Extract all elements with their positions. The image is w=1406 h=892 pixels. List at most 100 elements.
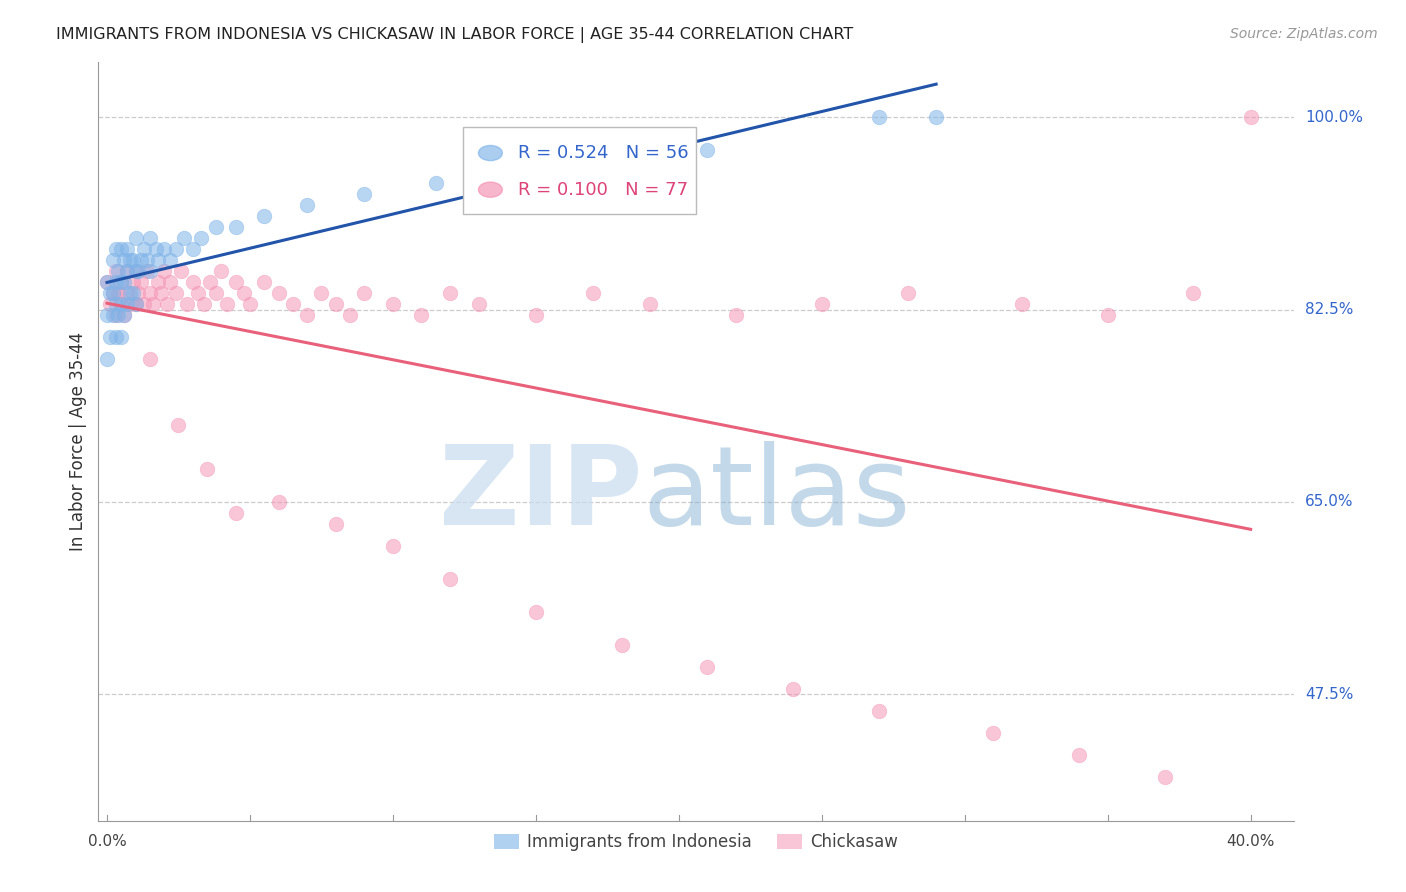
Point (496, 165, 519, 179)
Point (981, 725, 1004, 739)
Point (131, 275, 153, 289)
Point (281, 297, 304, 311)
Point (195, 462, 218, 476)
Point (425, 177, 447, 191)
Point (139, 231, 162, 245)
Point (1239, 111, 1261, 125)
Point (104, 308, 127, 322)
Point (124, 297, 146, 311)
Point (868, 704, 890, 718)
Point (439, 572, 461, 586)
Point (198, 275, 221, 289)
Point (193, 297, 215, 311)
Point (696, 144, 718, 158)
Point (411, 308, 433, 322)
Point (98, 297, 121, 311)
Point (115, 286, 138, 301)
Text: 100.0%: 100.0% (1305, 110, 1362, 125)
Point (101, 308, 124, 322)
Point (295, 308, 318, 322)
FancyBboxPatch shape (463, 127, 696, 214)
Point (134, 297, 156, 311)
Point (1067, 747, 1090, 762)
Point (148, 253, 170, 268)
Point (115, 264, 138, 278)
Point (353, 286, 375, 301)
Point (96, 308, 118, 322)
Text: Source: ZipAtlas.com: Source: ZipAtlas.com (1230, 27, 1378, 41)
Point (145, 242, 167, 256)
Point (782, 681, 804, 696)
Point (868, 111, 890, 125)
Point (153, 264, 176, 278)
Point (239, 297, 262, 311)
Point (127, 286, 149, 301)
Text: 0.0%: 0.0% (87, 834, 127, 849)
Point (107, 308, 129, 322)
Point (190, 231, 212, 245)
Point (96, 352, 118, 367)
Point (112, 253, 135, 268)
Point (724, 308, 747, 322)
Point (153, 242, 176, 256)
Point (225, 275, 247, 289)
Point (638, 297, 661, 311)
Point (295, 198, 318, 212)
Point (582, 154, 605, 169)
Point (110, 330, 132, 344)
Point (381, 539, 404, 553)
Point (233, 286, 256, 301)
Text: 40.0%: 40.0% (1226, 834, 1275, 849)
Point (112, 308, 135, 322)
Point (524, 308, 547, 322)
Point (104, 275, 127, 289)
Point (115, 297, 138, 311)
Point (176, 297, 198, 311)
Point (134, 242, 156, 256)
Point (118, 297, 141, 311)
Point (159, 275, 181, 289)
Point (139, 352, 162, 367)
Point (339, 308, 361, 322)
Point (896, 286, 918, 301)
Point (209, 264, 232, 278)
Point (217, 297, 239, 311)
Point (124, 297, 146, 311)
Point (110, 297, 132, 311)
Point (353, 187, 375, 202)
Text: 82.5%: 82.5% (1305, 302, 1354, 318)
Point (110, 275, 132, 289)
Point (124, 264, 146, 278)
Text: 65.0%: 65.0% (1305, 494, 1354, 509)
Point (810, 297, 832, 311)
Text: IMMIGRANTS FROM INDONESIA VS CHICKASAW IN LABOR FORCE | AGE 35-44 CORRELATION CH: IMMIGRANTS FROM INDONESIA VS CHICKASAW I… (56, 27, 853, 43)
Point (124, 231, 146, 245)
Point (136, 253, 159, 268)
Point (110, 297, 132, 311)
Point (267, 286, 290, 301)
Point (107, 264, 129, 278)
Point (610, 638, 633, 652)
Point (131, 253, 153, 268)
Point (101, 286, 124, 301)
Point (253, 209, 276, 223)
Point (121, 286, 143, 301)
Point (253, 275, 276, 289)
Point (696, 660, 718, 674)
Point (311, 286, 333, 301)
Point (1011, 297, 1033, 311)
Point (524, 605, 547, 619)
Text: R = 0.524   N = 56: R = 0.524 N = 56 (517, 144, 689, 162)
Point (170, 264, 193, 278)
Point (225, 220, 247, 235)
Point (104, 297, 127, 311)
Point (225, 506, 247, 520)
Point (98, 330, 121, 344)
Point (115, 264, 138, 278)
Point (124, 264, 146, 278)
Point (121, 253, 143, 268)
Point (204, 220, 226, 235)
Point (925, 111, 948, 125)
Point (167, 418, 190, 433)
Point (439, 286, 461, 301)
